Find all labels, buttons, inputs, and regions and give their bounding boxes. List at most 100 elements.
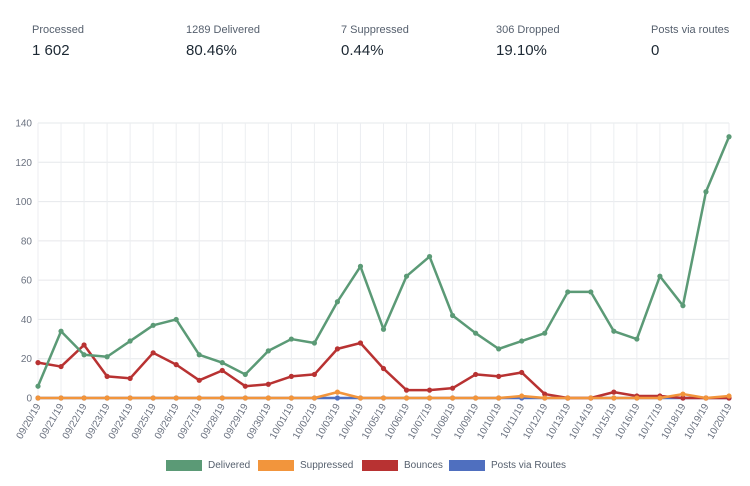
legend-swatch [166, 460, 202, 471]
data-point [657, 273, 663, 279]
data-point [496, 395, 502, 401]
data-point [426, 387, 433, 393]
stat-value: 80.46% [186, 42, 237, 59]
legend-item[interactable]: Posts via Routes [449, 460, 566, 471]
y-tick-label: 60 [21, 276, 33, 287]
data-point [380, 395, 387, 401]
data-point [542, 391, 548, 397]
data-point [473, 330, 479, 336]
y-tick-label: 140 [15, 119, 32, 130]
legend-label: Suppressed [300, 460, 354, 471]
data-point [426, 253, 433, 260]
stat-label: Posts via routes [651, 24, 730, 36]
data-point [588, 395, 594, 401]
data-point [403, 395, 410, 401]
data-point [127, 375, 133, 381]
stat-processed: Processed 1 602 [32, 22, 84, 62]
legend-label: Bounces [404, 460, 443, 471]
data-point [311, 395, 317, 401]
data-point [150, 395, 156, 401]
data-point [265, 348, 271, 354]
data-point [450, 312, 456, 319]
data-point [35, 360, 41, 366]
data-point [473, 395, 479, 401]
data-point [81, 352, 87, 358]
data-point [565, 289, 571, 295]
stat-label: Processed [32, 24, 84, 36]
data-point [219, 367, 225, 374]
data-point [519, 338, 525, 344]
stats-row: Processed 1 602 1289 Delivered 80.46% 7 … [0, 22, 750, 72]
data-point [357, 395, 364, 401]
legend-item[interactable]: Bounces [362, 460, 443, 471]
data-point [104, 395, 110, 401]
data-point [127, 338, 133, 344]
data-point [311, 371, 317, 378]
data-point [58, 395, 64, 401]
data-point [196, 395, 202, 401]
data-point [219, 395, 225, 401]
data-point [450, 395, 456, 401]
data-point [634, 336, 640, 342]
data-point [380, 326, 387, 332]
data-point [380, 365, 387, 372]
stat-posts-via-routes: Posts via routes 0 [651, 22, 729, 62]
data-point [150, 322, 156, 328]
data-point [35, 395, 41, 401]
data-point [242, 383, 248, 389]
data-point [680, 303, 686, 309]
data-point [403, 387, 410, 393]
chart-legend: Delivered Suppressed Bounces Posts via Rout… [0, 460, 750, 476]
data-point [473, 371, 479, 378]
data-point [403, 273, 410, 279]
data-point [496, 346, 502, 352]
stat-dropped: 306 Dropped 19.10% [496, 22, 560, 62]
data-point [35, 383, 41, 389]
stat-suppressed: 7 Suppressed 0.44% [341, 22, 409, 62]
data-point [657, 395, 663, 401]
data-point [726, 134, 732, 140]
y-tick-label: 100 [15, 197, 32, 208]
data-point [703, 395, 709, 401]
data-point [588, 289, 594, 295]
data-point [288, 373, 294, 379]
data-point [265, 395, 271, 401]
legend-item[interactable]: Delivered [166, 460, 250, 471]
data-point [542, 395, 548, 401]
data-point [496, 373, 502, 379]
legend-swatch [258, 460, 294, 471]
stat-delivered: 1289 Delivered 80.46% [186, 22, 260, 62]
data-point [196, 377, 202, 383]
stat-label: 7 Suppressed [341, 24, 409, 36]
data-point [519, 369, 525, 376]
data-point [334, 346, 341, 352]
data-point [519, 393, 525, 399]
data-point [58, 328, 64, 334]
data-point [611, 389, 617, 395]
y-tick-label: 40 [21, 315, 33, 326]
data-point [634, 395, 640, 401]
data-point [565, 395, 571, 401]
stat-label: 1289 Delivered [186, 24, 260, 36]
legend-swatch [362, 460, 398, 471]
legend-label: Delivered [208, 460, 251, 471]
data-point [58, 363, 64, 370]
data-point [703, 189, 709, 195]
data-point [311, 340, 317, 346]
data-point [288, 395, 294, 401]
data-point [242, 371, 248, 378]
data-point [104, 373, 110, 379]
data-point [150, 350, 156, 356]
data-point [426, 395, 433, 401]
y-tick-label: 80 [21, 236, 33, 247]
line-chart: 02040608010012014009/20/1909/21/1909/22/… [15, 119, 735, 442]
data-point [611, 395, 617, 401]
legend-item[interactable]: Suppressed [258, 460, 353, 471]
data-point [357, 263, 364, 269]
y-tick-label: 0 [26, 394, 32, 405]
data-point [726, 393, 732, 399]
data-point [219, 360, 225, 366]
data-point [680, 391, 686, 397]
data-point [680, 395, 686, 401]
data-point [334, 389, 341, 395]
